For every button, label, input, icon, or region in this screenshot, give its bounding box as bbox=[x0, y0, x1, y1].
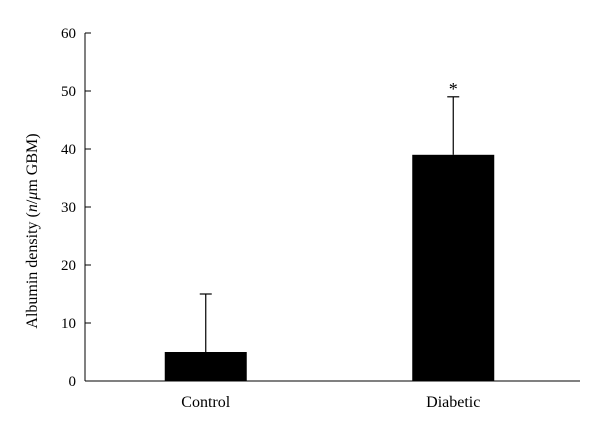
significance-marker: * bbox=[449, 79, 458, 99]
bar-diabetic bbox=[412, 154, 495, 381]
bars: Control * Diabetic bbox=[164, 79, 495, 411]
x-category-label: Control bbox=[181, 394, 230, 411]
y-axis-title-part-5: m GBM) bbox=[24, 133, 41, 191]
y-axis-title-part-2: n bbox=[24, 204, 41, 212]
bar-control bbox=[164, 352, 247, 381]
y-tick-label: 50 bbox=[61, 84, 76, 100]
x-category-label: Diabetic bbox=[426, 394, 480, 411]
y-axis-title-part-4: μ bbox=[24, 192, 41, 201]
y-axis: 0 10 20 30 40 50 60 bbox=[61, 26, 91, 390]
y-tick-label: 20 bbox=[61, 258, 76, 274]
bar-group-control: Control bbox=[164, 293, 247, 411]
y-tick-label: 0 bbox=[69, 374, 77, 390]
y-axis-title: Albumin density (n/μm GBM) bbox=[24, 133, 41, 328]
y-tick-label: 60 bbox=[61, 26, 76, 42]
y-tick-label: 10 bbox=[61, 316, 76, 332]
y-ticks: 0 10 20 30 40 50 60 bbox=[61, 26, 91, 390]
y-axis-title-part-1: Albumin density ( bbox=[24, 212, 41, 328]
y-tick-label: 30 bbox=[61, 200, 76, 216]
y-tick-label: 40 bbox=[61, 142, 76, 158]
bar-group-diabetic: * Diabetic bbox=[412, 79, 495, 411]
y-axis-title-part-3: / bbox=[24, 199, 41, 204]
